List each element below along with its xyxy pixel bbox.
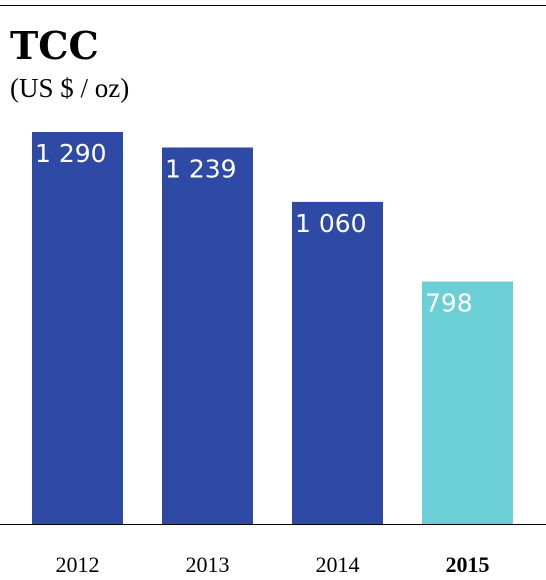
bar-2014 xyxy=(292,201,383,524)
value-label-2013: 1 239 xyxy=(165,154,237,183)
value-label-2014: 1 060 xyxy=(295,209,367,238)
value-label-2012: 1 290 xyxy=(35,139,107,168)
top-rule xyxy=(0,5,546,6)
x-tick-label-2015: 2015 xyxy=(446,552,490,577)
bar-2015 xyxy=(422,281,513,524)
chart-subtitle: (US $ / oz) xyxy=(10,73,130,103)
x-tick-label-2014: 2014 xyxy=(316,552,360,577)
chart-title: TCC xyxy=(10,23,99,68)
bar-2012 xyxy=(32,132,123,524)
bar-2013 xyxy=(162,147,253,524)
x-tick-label-2013: 2013 xyxy=(186,552,230,577)
value-label-2015: 798 xyxy=(425,289,473,318)
x-tick-label-2012: 2012 xyxy=(56,552,100,577)
